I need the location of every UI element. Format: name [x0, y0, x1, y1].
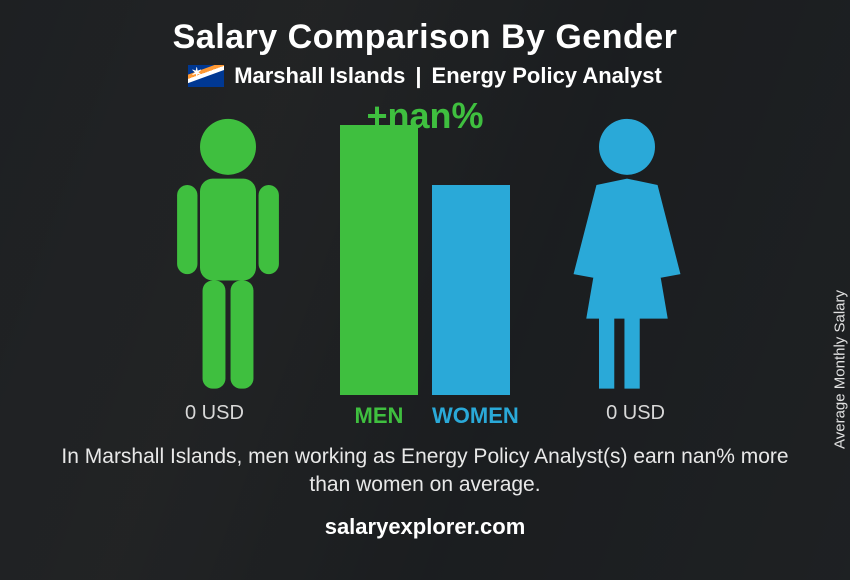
male-icon	[163, 115, 293, 395]
y-axis-label: Average Monthly Salary	[832, 290, 849, 449]
bar-labels: MEN WOMEN	[340, 403, 510, 429]
label-women: WOMEN	[432, 403, 510, 429]
job-title: Energy Policy Analyst	[432, 63, 662, 89]
delta-label: +nan%	[366, 95, 483, 137]
chart-area: +nan% MEN WOMEN 0 USD 0 USD	[145, 95, 705, 435]
bar-group	[340, 125, 510, 395]
infographic-container: Salary Comparison By Gender Marshall Isl…	[0, 0, 850, 580]
country-name: Marshall Islands	[234, 63, 405, 89]
footer-source: salaryexplorer.com	[325, 514, 526, 540]
female-icon	[557, 115, 697, 395]
flag-icon	[188, 65, 224, 87]
caption-text: In Marshall Islands, men working as Ener…	[45, 443, 805, 500]
separator: |	[415, 63, 421, 89]
main-title: Salary Comparison By Gender	[173, 18, 678, 57]
bar-men	[340, 125, 418, 395]
label-men: MEN	[340, 403, 418, 429]
subtitle-row: Marshall Islands | Energy Policy Analyst	[188, 63, 662, 89]
value-women: 0 USD	[606, 402, 665, 425]
value-men: 0 USD	[185, 402, 244, 425]
bar-women	[432, 185, 510, 395]
